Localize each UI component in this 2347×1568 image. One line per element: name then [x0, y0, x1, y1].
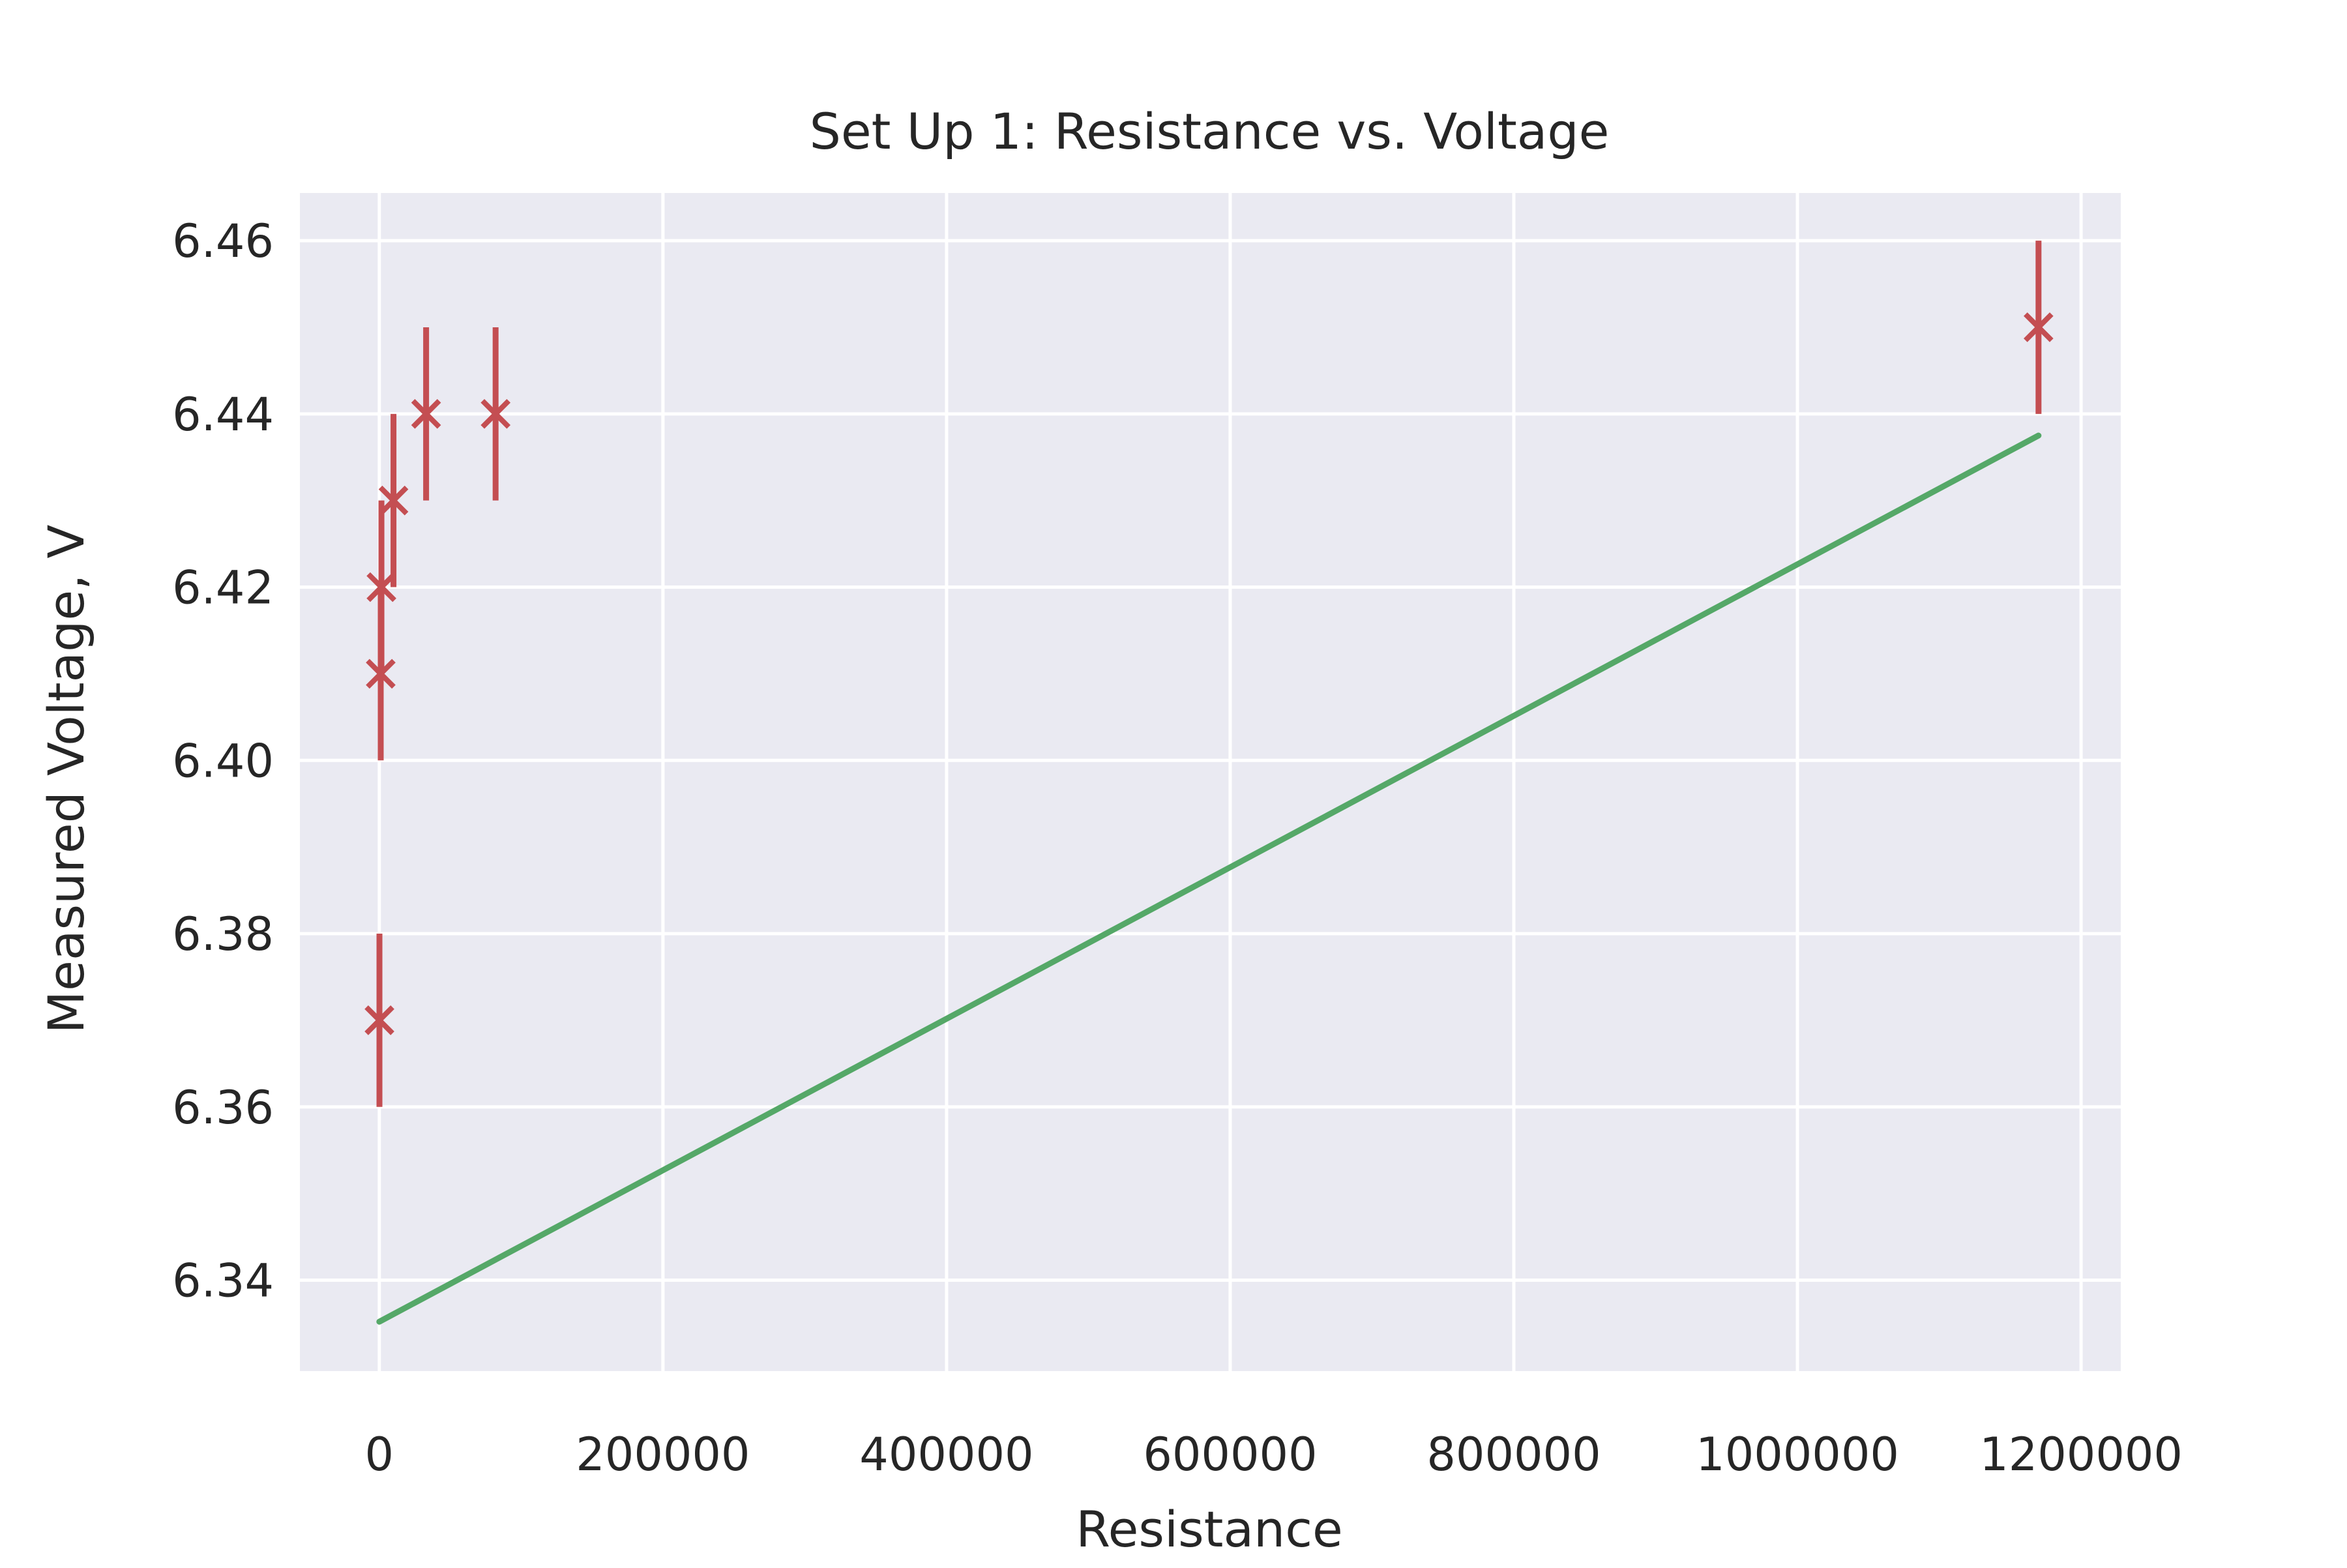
- y-tick-label: 6.38: [172, 908, 274, 961]
- y-tick-label: 6.40: [172, 734, 274, 788]
- x-tick-label: 0: [365, 1428, 394, 1481]
- y-tick-label: 6.42: [172, 561, 274, 615]
- data-point-marker: [366, 658, 396, 689]
- tick-labels: 0 200000 400000 600000 800000 1000000 1200000 6…: [172, 214, 2183, 1481]
- fit-line: [376, 432, 2042, 1325]
- x-tick-label: 1200000: [1979, 1428, 2183, 1481]
- y-tick-label: 6.46: [172, 214, 274, 268]
- x-tick-label: 800000: [1426, 1428, 1601, 1481]
- data-point-marker: [411, 398, 441, 429]
- y-tick-label: 6.36: [172, 1081, 274, 1134]
- y-axis-label: Measured Voltage, V: [37, 525, 95, 1034]
- x-axis-label: Resistance: [1076, 1500, 1343, 1558]
- data-point-marker: [366, 572, 396, 602]
- data-point-marker: [480, 398, 511, 429]
- x-tick-label: 200000: [576, 1428, 750, 1481]
- chart-title: Set Up 1: Resistance vs. Voltage: [810, 102, 1610, 160]
- x-tick-label: 400000: [859, 1428, 1033, 1481]
- data-point-marker: [378, 485, 409, 516]
- plot-area: [300, 193, 2121, 1371]
- y-tick-label: 6.34: [172, 1254, 274, 1307]
- x-tick-label: 600000: [1143, 1428, 1317, 1481]
- data-point-marker: [364, 1005, 394, 1035]
- x-tick-label: 1000000: [1696, 1428, 1899, 1481]
- y-tick-label: 6.44: [172, 388, 274, 441]
- grid: [300, 193, 2121, 1371]
- data-point-marker: [2024, 312, 2054, 342]
- data-layer: [364, 241, 2054, 1325]
